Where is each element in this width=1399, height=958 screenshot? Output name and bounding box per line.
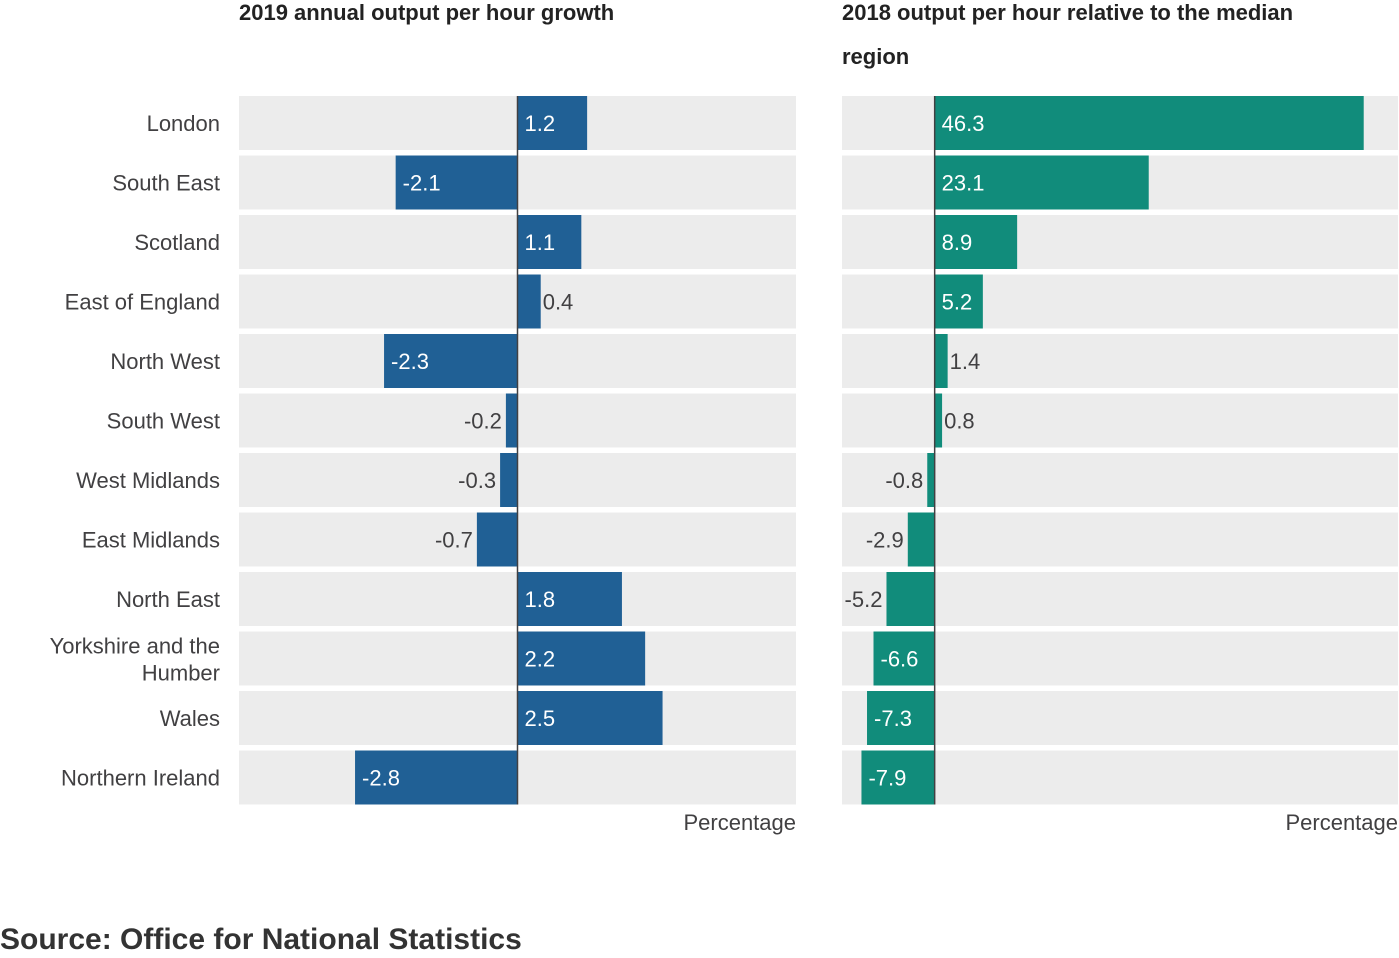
right-value-label: -2.9 (866, 528, 904, 553)
region-label-london: London (147, 111, 220, 136)
right-value-label: 5.2 (942, 290, 973, 315)
right-bar-north-east (886, 572, 935, 626)
right-track-south-west (842, 393, 1398, 448)
region-label-line: Yorkshire and the (50, 634, 220, 659)
right-bar-scotland (934, 215, 1018, 269)
left-value-label: 0.4 (543, 290, 574, 315)
region-label-north-west: North West (110, 349, 220, 374)
left-value-label: -0.3 (458, 468, 496, 493)
left-value-label: -0.7 (435, 528, 473, 553)
source-note: Source: Office for National Statistics (0, 923, 522, 956)
right-value-label: 23.1 (942, 171, 985, 196)
left-bar-east-of-england (517, 274, 541, 329)
right-value-label: -7.3 (874, 706, 912, 731)
panel-title-relative: 2018 output per hour relative to the med… (842, 0, 1299, 69)
axis-title-growth: Percentage (683, 810, 796, 835)
left-value-label: -0.2 (464, 409, 502, 434)
region-label-east-of-england: East of England (65, 290, 220, 315)
left-bar-north-west (384, 334, 518, 388)
panel-title-relative-line2: region (842, 44, 909, 69)
right-bar-north-west (934, 334, 948, 388)
right-bar-wales (867, 691, 935, 745)
right-track-west-midlands (842, 453, 1398, 507)
left-value-label: 2.5 (525, 706, 556, 731)
left-bar-west-midlands (500, 453, 518, 507)
left-value-label: -2.1 (403, 171, 441, 196)
left-value-label: -2.8 (362, 766, 400, 791)
right-value-label: -7.9 (868, 766, 906, 791)
right-bar-west-midlands (927, 453, 935, 507)
right-bar-northern-ireland (861, 750, 935, 805)
right-value-label: -0.8 (885, 468, 923, 493)
growth-bars (355, 96, 663, 805)
left-bar-northern-ireland (355, 750, 518, 805)
left-bar-south-east (395, 155, 518, 210)
region-label-yorkshire-and-the-humber: Yorkshire and the Humber (50, 634, 220, 686)
right-value-label: 46.3 (942, 111, 985, 136)
right-bar-yorkshire-and-the-humber (873, 631, 935, 686)
region-label-northern-ireland: Northern Ireland (61, 766, 220, 791)
region-label-south-west: South West (107, 409, 220, 434)
panel-title-growth: 2019 annual output per hour growth (239, 0, 614, 25)
left-value-label: 1.8 (525, 587, 556, 612)
region-label-west-midlands: West Midlands (76, 468, 220, 493)
right-bar-east-midlands (907, 512, 935, 567)
region-label-line: Humber (142, 661, 220, 686)
panel-title-relative-line1: 2018 output per hour relative to the med… (842, 0, 1293, 25)
region-label-wales: Wales (160, 706, 220, 731)
right-track-north-west (842, 334, 1398, 388)
left-bar-north-east (517, 572, 622, 626)
left-value-label: -2.3 (391, 349, 429, 374)
right-bar-south-east (934, 155, 1149, 210)
left-bar-scotland (517, 215, 582, 269)
region-label-east-midlands: East Midlands (82, 528, 220, 553)
left-value-label: 1.1 (525, 230, 556, 255)
right-value-label: 1.4 (950, 349, 981, 374)
left-value-label: 1.2 (525, 111, 556, 136)
relative-bars (861, 96, 1364, 805)
growth-value-labels: 1.2 -2.1 1.1 0.4 -2.3 -0.2 -0.3 -0.7 1.8 2.2 2.5 -2… (362, 111, 573, 791)
left-bar-south-west (505, 393, 518, 448)
left-value-label: 2.2 (525, 647, 556, 672)
right-value-label: 0.8 (944, 409, 975, 434)
right-value-label: -5.2 (845, 587, 883, 612)
right-value-label: 8.9 (942, 230, 973, 255)
right-bar-south-west (934, 393, 943, 448)
right-bar-east-of-england (934, 274, 983, 329)
left-bar-wales (517, 691, 663, 745)
region-labels: London South East Scotland East of England N… (50, 111, 220, 791)
left-bar-east-midlands (476, 512, 518, 567)
right-track-scotland (842, 215, 1398, 269)
right-value-label: -6.6 (881, 647, 919, 672)
panel-growth: 2019 annual output per hour growth 1.2 -2… (239, 0, 796, 835)
left-bar-london (517, 96, 588, 150)
region-label-south-east: South East (112, 171, 220, 196)
axis-title-relative: Percentage (1285, 810, 1398, 835)
region-label-north-east: North East (116, 587, 220, 612)
right-bar-london (934, 96, 1364, 150)
left-bar-yorkshire-and-the-humber (517, 631, 646, 686)
panel-relative: 2018 output per hour relative to the med… (842, 0, 1398, 835)
right-track-east-of-england (842, 274, 1398, 329)
region-label-scotland: Scotland (134, 230, 220, 255)
relative-value-labels: 46.3 23.1 8.9 5.2 1.4 0.8 -0.8 -2.9 -5.2 -6.6 -7.3… (845, 111, 985, 791)
